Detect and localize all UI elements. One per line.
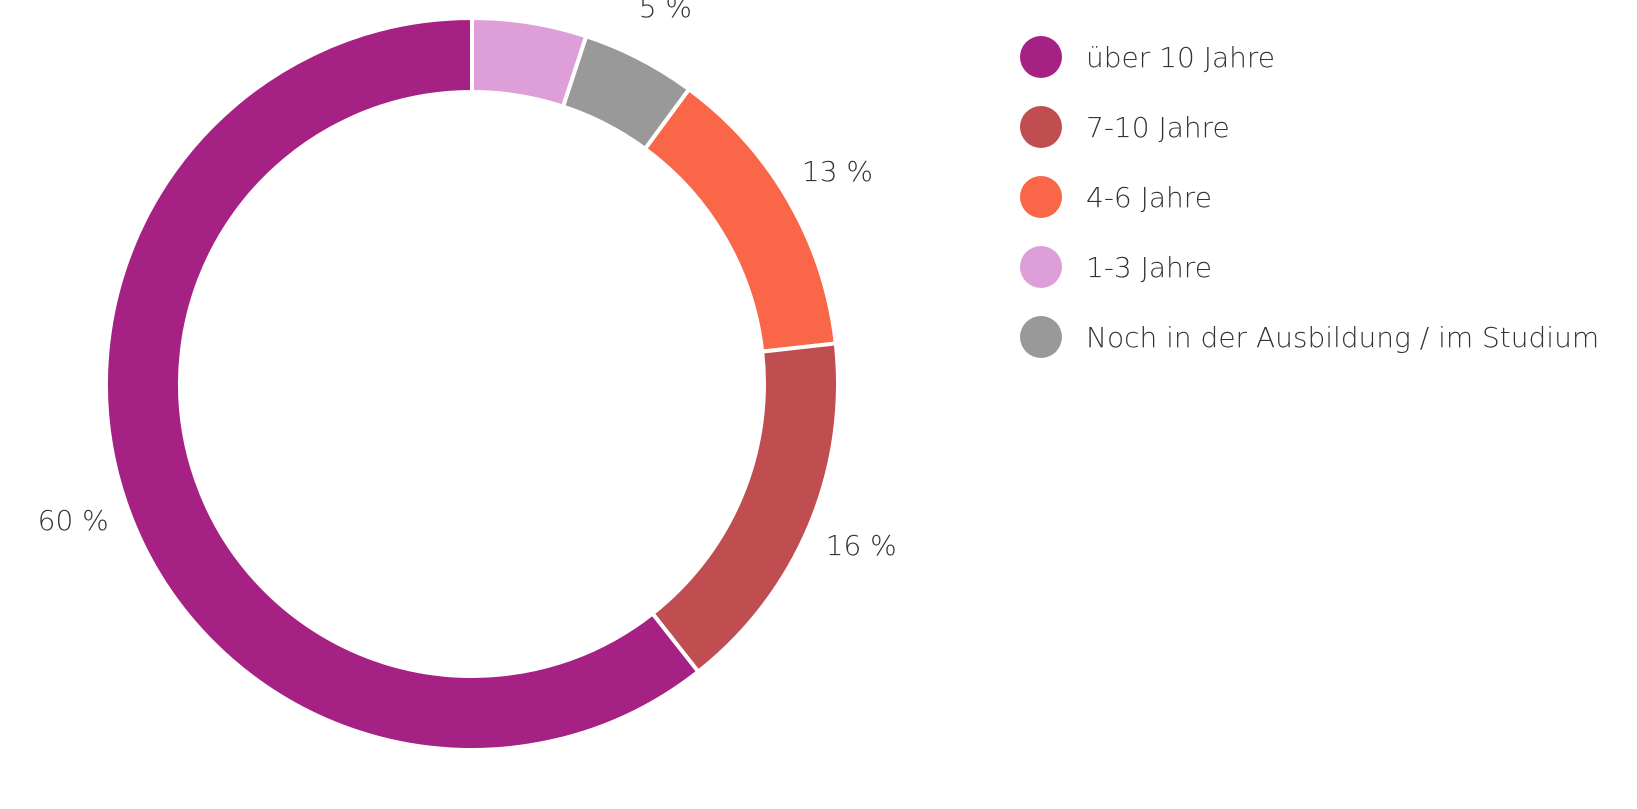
data-label-7-10-jahre: 16 % [826, 529, 897, 562]
legend-swatch-4-6-jahre [1020, 176, 1062, 218]
legend-item-7-10-jahre[interactable]: 7-10 Jahre [1020, 92, 1599, 162]
legend-item-1-3-jahre[interactable]: 1-3 Jahre [1020, 232, 1599, 302]
legend-label: 4-6 Jahre [1086, 180, 1212, 214]
donut-chart: 5 % 13 % 16 % 60 % [38, 0, 897, 752]
legend-swatch-ueber-10-jahre [1020, 36, 1062, 78]
data-label-ueber-10-jahre: 60 % [38, 504, 109, 537]
legend-swatch-noch-in-ausbildung [1020, 316, 1062, 358]
legend-label: 7-10 Jahre [1086, 110, 1230, 144]
data-label-noch-in-der-ausbildung-im-studium: 5 % [639, 0, 692, 24]
donut-slice-ueber-10-jahre[interactable] [104, 16, 701, 752]
legend-swatch-1-3-jahre [1020, 246, 1062, 288]
legend-item-ueber-10-jahre[interactable]: über 10 Jahre [1020, 22, 1599, 92]
legend-item-noch-in-ausbildung[interactable]: Noch in der Ausbildung / im Studium [1020, 302, 1599, 372]
legend-label: über 10 Jahre [1086, 40, 1275, 74]
legend-item-4-6-jahre[interactable]: 4-6 Jahre [1020, 162, 1599, 232]
legend-label: Noch in der Ausbildung / im Studium [1086, 320, 1600, 354]
donut-slice-4-6-jahre[interactable] [643, 87, 838, 354]
legend-label: 1-3 Jahre [1086, 250, 1212, 284]
chart-legend: über 10 Jahre 7-10 Jahre 4-6 Jahre 1-3 J… [1020, 22, 1599, 372]
donut-slice-7-10-jahre[interactable] [650, 341, 840, 674]
data-label-4-6-jahre: 13 % [802, 155, 873, 188]
legend-swatch-7-10-jahre [1020, 106, 1062, 148]
